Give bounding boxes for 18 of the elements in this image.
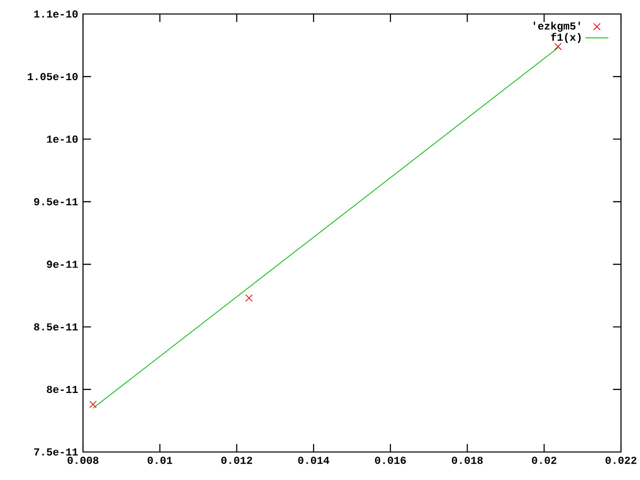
y-tick-label: 1.05e-10	[28, 72, 78, 80]
y-tick-label: 8.5e-11	[34, 323, 78, 330]
y-tick-label: 1.1e-10	[34, 10, 78, 18]
x-tick-label: 0.012	[221, 456, 252, 464]
x-tick-label: 0.008	[68, 456, 98, 464]
x-tick-label: 0.014	[298, 456, 330, 464]
x-tick-label: 0.016	[375, 456, 406, 464]
x-tick-label: 0.02	[532, 456, 556, 464]
y-tick-label: 9.5e-11	[34, 198, 78, 206]
x-tick-label: 0.022	[606, 456, 636, 464]
y-tick-label: 1e-10	[46, 136, 78, 143]
y-tick-label: 9e-11	[46, 260, 78, 268]
legend-label: f1(x)	[551, 32, 581, 43]
x-tick-label: 0.01	[148, 456, 172, 464]
y-tick-label: 8e-11	[46, 386, 78, 394]
x-tick-label: 0.018	[452, 456, 483, 464]
y-tick-label: 7.5e-11	[34, 448, 78, 456]
legend-label: 'ezkgm5'	[534, 22, 580, 32]
